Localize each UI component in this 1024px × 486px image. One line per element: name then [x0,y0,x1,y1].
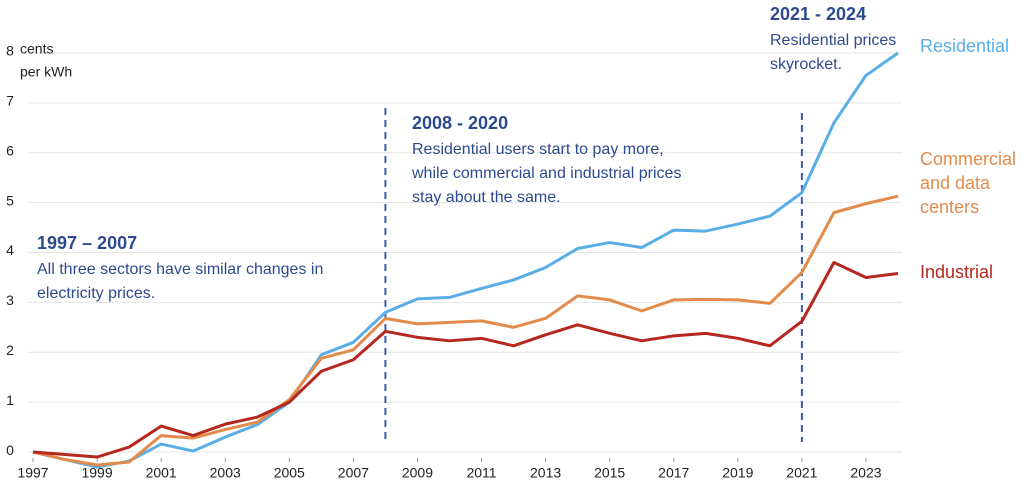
x-tick-label: 1997 [17,465,48,481]
x-tick-label: 2011 [466,465,496,481]
x-tick-label: 2015 [594,465,625,481]
y-axis-label: per kWh [20,64,72,80]
annotation-title: 1997 – 2007 [37,233,137,253]
x-tick-label: 2023 [850,465,881,481]
annotation-text: stay about the same. [412,189,561,206]
annotation-text: Residential prices [770,32,896,49]
y-tick-label: 5 [6,192,14,208]
x-tick-label: 2021 [786,465,817,481]
series-line [32,194,899,467]
annotation-text: skyrocket. [770,56,842,73]
y-tick-label: 6 [6,142,14,158]
annotation-text: while commercial and industrial prices [411,165,681,182]
x-tick-label: 2019 [722,465,753,481]
legend-label: Residential [920,36,1010,56]
x-tick-label: 2005 [274,465,305,481]
x-tick-label: 2003 [210,465,241,481]
x-tick-label: 2001 [146,465,177,481]
x-tick-label: 1999 [81,465,112,481]
y-tick-label: 2 [6,342,14,358]
y-axis-label: cents [20,41,53,57]
annotation-text: Residential users start to pay more, [412,141,664,158]
y-tick-label: 7 [6,93,14,109]
legend-label: Commercial and data centers [920,149,1017,217]
x-tick-label: 2017 [658,465,689,481]
x-tick-label: 2009 [402,465,433,481]
y-tick-label: 1 [6,392,14,408]
annotation-title: 2008 - 2020 [412,113,508,133]
x-tick-label: 2007 [338,465,369,481]
annotation-text: electricity prices. [37,285,155,302]
x-tick-label: 2013 [530,465,561,481]
y-tick-label: 8 [6,43,14,59]
y-tick-label: 0 [6,442,14,458]
annotation-title: 2021 - 2024 [770,4,866,24]
series-line [32,51,899,469]
annotation-text: All three sectors have similar changes i… [37,261,323,278]
series-line [32,261,899,459]
y-tick-label: 3 [6,292,14,308]
y-tick-label: 4 [6,242,14,258]
legend-label: Industrial [920,262,994,282]
